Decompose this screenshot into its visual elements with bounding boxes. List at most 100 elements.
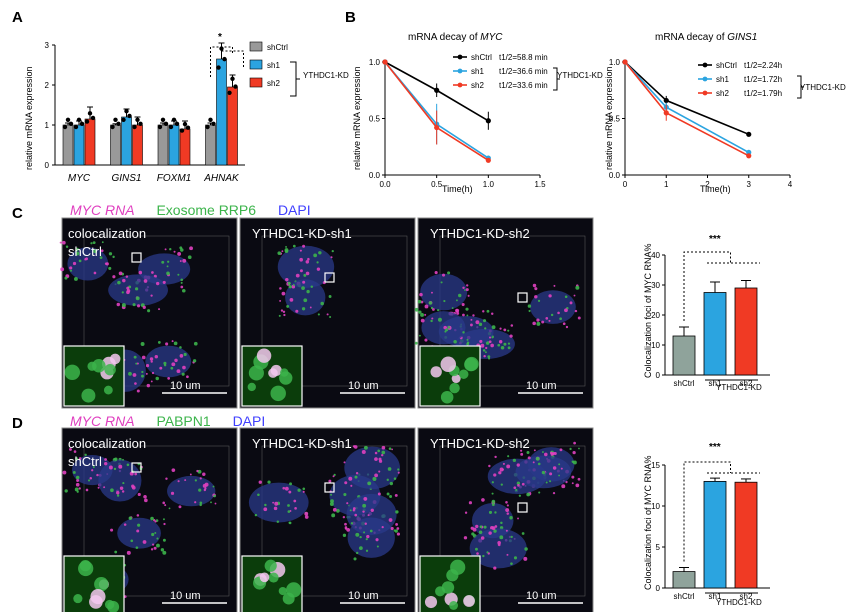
panel-a-bar [73, 124, 85, 166]
foci-dot [167, 377, 171, 380]
foci-dot [470, 323, 473, 327]
panel-a-bar [132, 124, 143, 166]
micrograph-box-edge [439, 445, 586, 597]
foci-dot [306, 289, 310, 294]
foci-dot [461, 302, 465, 307]
foci-dot [378, 457, 382, 461]
panel-a-point [79, 121, 85, 127]
bar-category-label: sh2 [740, 379, 753, 388]
panel-d-sig: *** [709, 442, 721, 453]
foci-dot [352, 507, 356, 510]
foci-dot [128, 371, 132, 376]
foci-dot [463, 536, 468, 540]
foci-dot [536, 321, 541, 326]
scale-bar-label: 10 um [348, 380, 379, 392]
foci-dot [389, 495, 393, 499]
panel-a-point [163, 121, 169, 127]
roi-box [517, 292, 528, 303]
inset-blob [103, 385, 113, 395]
foci-dot [491, 325, 496, 330]
panel-b-xtick-label: 1.0 [483, 180, 495, 189]
panel-c-header-protein: Exosome RRP6 [156, 202, 256, 218]
foci-dot [272, 501, 275, 504]
foci-dot [468, 501, 473, 505]
foci-dot [302, 490, 305, 493]
bar-ytick-label: 0 [656, 584, 661, 593]
foci-dot [481, 498, 485, 502]
foci-dot [310, 285, 314, 289]
foci-dot [367, 481, 372, 486]
panel-c-micrographs: colocalization shCtrl 10 um YTHDC1-KD-sh1 10… [59, 217, 594, 409]
foci-dot [362, 510, 365, 513]
foci-dot [64, 489, 68, 493]
foci-dot [189, 473, 192, 476]
foci-dot [491, 503, 495, 507]
panel-b-point [746, 153, 752, 159]
foci-dot [176, 369, 181, 374]
foci-dot [363, 445, 368, 450]
foci-dot [258, 480, 262, 484]
foci-dot [456, 311, 460, 315]
panel-a-point [157, 124, 163, 130]
panel-b-legend-brace [553, 67, 560, 91]
foci-dot [73, 450, 77, 453]
foci-dot [143, 279, 148, 283]
foci-dot [378, 470, 381, 473]
foci-dot [455, 299, 458, 302]
panel-b-legend-halflife: t1/2=58.8 min [499, 53, 548, 62]
foci-dot [287, 510, 291, 513]
foci-dot [342, 515, 346, 519]
foci-dot [210, 501, 212, 504]
foci-dot [184, 479, 187, 482]
panel-b-legend-label: sh1 [716, 75, 729, 84]
scale-bar-label: 10 um [526, 590, 557, 602]
panel-c-chart: 0 10 20 30 40 shCtrl sh1 sh2 [651, 251, 770, 388]
panel-a-sig-bracket [210, 46, 233, 77]
foci-dot [288, 521, 291, 524]
micrograph-label: YTHDC1-KD-sh1 [252, 436, 352, 451]
foci-dot [313, 253, 318, 258]
foci-dot [577, 316, 581, 320]
foci-dot [354, 513, 358, 517]
foci-dot [161, 260, 165, 264]
foci-dot [273, 506, 278, 511]
foci-dot [572, 451, 576, 455]
foci-dot [388, 518, 393, 522]
foci-dot [486, 309, 490, 313]
panel-a-point [116, 121, 121, 127]
foci-dot [516, 463, 520, 467]
foci-dot [431, 291, 433, 294]
foci-dot [297, 488, 301, 492]
panel-b-xtick-label: 0.5 [431, 180, 443, 189]
foci-dot [141, 355, 146, 360]
nucleus [285, 279, 326, 316]
foci-dot [299, 269, 303, 273]
foci-dot [386, 478, 389, 482]
panel-d-header-dapi: DAPI [233, 413, 266, 429]
panel-b-legend-label: sh2 [471, 81, 484, 90]
foci-dot [389, 481, 394, 486]
foci-dot [136, 389, 140, 393]
inset-blob [458, 369, 469, 379]
foci-dot [480, 343, 485, 348]
foci-dot [65, 245, 69, 249]
foci-dot [126, 550, 131, 555]
foci-dot [309, 306, 312, 309]
foci-dot [510, 562, 513, 565]
foci-dot [130, 539, 134, 543]
foci-dot [194, 501, 197, 504]
foci-dot [527, 456, 531, 460]
inset-blob [109, 353, 121, 365]
bar-ytick-label: 0 [656, 371, 661, 380]
foci-dot [490, 343, 494, 348]
inset-blob [64, 364, 81, 381]
foci-dot [117, 280, 121, 285]
foci-dot [131, 485, 136, 490]
foci-dot [545, 316, 549, 320]
panel-a-bar [84, 118, 96, 166]
foci-dot [254, 513, 258, 517]
panel-b-myc-xlabel: Time(h) [442, 184, 473, 194]
nucleus [346, 493, 397, 535]
foci-dot [364, 522, 367, 525]
foci-dot [565, 325, 569, 329]
